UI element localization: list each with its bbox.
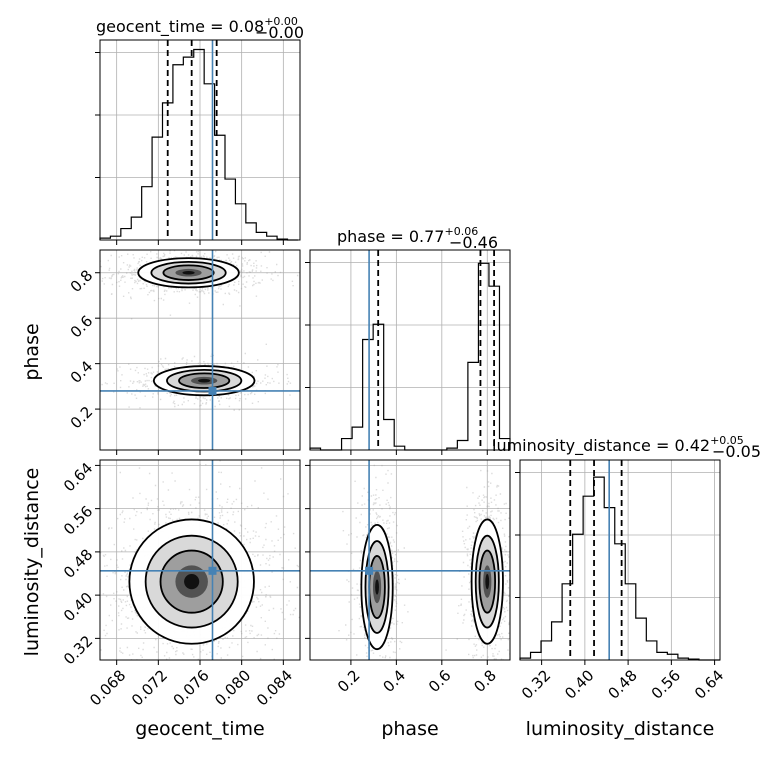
title-phase: phase = 0.77+0.06 <box>337 225 478 246</box>
title-luminosity-distance-minus: −0.05 <box>712 442 760 461</box>
contour-line <box>364 540 390 634</box>
density-layer <box>100 460 300 660</box>
ylabel-luminosity-distance: luminosity_distance <box>21 468 43 657</box>
panel-border <box>519 459 721 661</box>
density-fill <box>184 574 200 590</box>
xlabel-geocent-time: geocent_time <box>135 718 264 740</box>
title-geocent-time-minus: −0.00 <box>255 23 304 42</box>
histogram-step <box>99 48 298 241</box>
truth-marker <box>208 386 217 395</box>
panel-border <box>99 249 301 451</box>
contour-line <box>159 549 224 614</box>
title-luminosity-distance: luminosity_distance = 0.42+0.05 <box>492 434 744 456</box>
ylabel-phase: phase <box>21 323 43 380</box>
contour-line <box>360 523 394 651</box>
density-fill <box>485 574 490 590</box>
contour-line <box>162 264 215 281</box>
hist-phase-panel <box>305 249 511 455</box>
title-geocent-time: geocent_time = 0.08+0.00 <box>96 15 298 37</box>
contour-line <box>478 549 497 614</box>
title-phase-minus: −0.46 <box>449 233 498 252</box>
panel-border <box>99 459 301 661</box>
contour-line <box>178 372 231 389</box>
scatter-phase-vs-geocent-time-panel: 0.20.40.60.8 <box>67 249 301 455</box>
density-fill <box>375 579 379 595</box>
density-fill <box>198 378 211 383</box>
xlabel-phase: phase <box>381 718 438 740</box>
truth-marker <box>208 566 217 575</box>
histogram-step <box>519 476 720 661</box>
contour-line <box>144 534 239 629</box>
contour-line <box>474 534 500 629</box>
panel-border <box>309 459 511 661</box>
contour-line <box>150 261 227 285</box>
panel-border <box>309 249 511 451</box>
contour-line <box>137 257 240 289</box>
contour-line <box>152 365 256 397</box>
xlabel-luminosity-distance: luminosity_distance <box>526 718 715 740</box>
density-fill <box>182 270 195 275</box>
panel-border <box>99 39 301 241</box>
hist-geocent-time-panel <box>95 39 301 245</box>
truth-marker <box>365 566 374 575</box>
density-layer <box>100 250 300 450</box>
density-layer <box>310 460 510 660</box>
contour-line <box>128 518 255 645</box>
contour-line <box>470 518 504 645</box>
